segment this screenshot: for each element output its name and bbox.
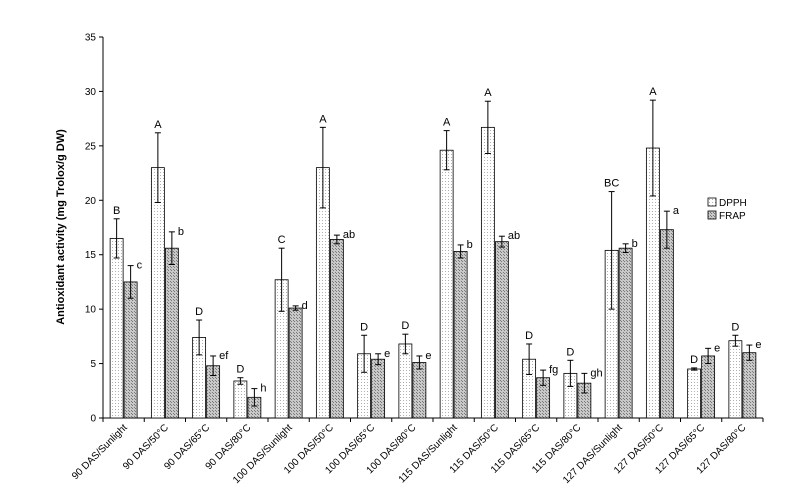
frap-significance-label: ef: [219, 350, 229, 362]
frap-significance-label: d: [302, 300, 308, 312]
dpph-bar: [233, 380, 248, 419]
dpph-significance-label: D: [731, 321, 739, 333]
dpph-bar: [150, 167, 165, 419]
dpph-significance-label: A: [649, 86, 657, 98]
dpph-significance-label: C: [278, 234, 286, 246]
frap-bar: [494, 241, 509, 419]
dpph-significance-label: D: [690, 354, 698, 366]
frap-bar: [288, 307, 303, 419]
frap-significance-label: e: [425, 350, 431, 362]
frap-bar: [164, 247, 179, 419]
y-tick-label: 25: [85, 141, 97, 152]
dpph-bar: [480, 126, 495, 419]
frap-bar: [701, 355, 716, 419]
legend-swatch-dpph: [707, 197, 717, 207]
frap-bar: [742, 352, 757, 419]
frap-bar: [453, 251, 468, 419]
y-tick-label: 5: [90, 359, 96, 370]
frap-significance-label: fg: [549, 364, 558, 376]
dpph-significance-label: A: [319, 113, 327, 125]
frap-significance-label: gh: [590, 367, 602, 379]
bars: B A D D C A D D A A D D BC A D Dc b ef h d ab e e b ab fg gh b a e e: [109, 86, 762, 419]
legend-label-frap: FRAP: [719, 211, 746, 222]
frap-bar: [412, 362, 427, 419]
dpph-bar: [728, 340, 743, 419]
dpph-bar: [398, 343, 413, 419]
frap-bar: [659, 229, 674, 419]
y-tick-label: 15: [85, 250, 97, 261]
dpph-significance-label: B: [113, 205, 120, 217]
frap-significance-label: e: [384, 348, 390, 360]
dpph-significance-label: A: [484, 87, 492, 99]
y-tick-label: 0: [90, 414, 96, 425]
frap-significance-label: e: [755, 339, 761, 351]
dpph-significance-label: A: [443, 117, 451, 129]
dpph-bar: [439, 149, 454, 419]
y-axis: 0 5 10 15 20 25 30 35: [85, 33, 104, 425]
legend-swatch-frap: [707, 210, 717, 220]
frap-significance-label: ab: [508, 230, 520, 242]
legend-label-dpph: DPPH: [719, 198, 747, 209]
frap-bar: [371, 358, 386, 419]
dpph-significance-label: D: [401, 320, 409, 332]
frap-significance-label: a: [673, 205, 680, 217]
dpph-significance-label: D: [566, 346, 574, 358]
dpph-significance-label: BC: [604, 178, 619, 190]
frap-significance-label: ab: [343, 229, 355, 241]
frap-bar: [618, 247, 633, 419]
dpph-bar: [109, 237, 124, 419]
dpph-significance-label: D: [525, 330, 533, 342]
frap-bar: [329, 239, 344, 419]
dpph-significance-label: A: [154, 119, 162, 131]
dpph-bar: [687, 368, 702, 419]
legend: DPPH FRAP: [707, 197, 747, 222]
dpph-significance-label: D: [195, 306, 203, 318]
x-tick-label: 90 DAS/Sunlight: [70, 422, 130, 482]
y-tick-label: 20: [85, 196, 97, 207]
frap-significance-label: c: [137, 260, 143, 272]
y-tick-label: 35: [85, 33, 97, 44]
dpph-significance-label: D: [360, 321, 368, 333]
y-axis-title: Antioxidant activity (mg Trolox/g DW): [55, 129, 67, 325]
frap-significance-label: b: [632, 238, 638, 250]
y-tick-label: 30: [85, 87, 97, 98]
frap-significance-label: b: [178, 226, 184, 238]
frap-significance-label: b: [467, 239, 473, 251]
y-tick-label: 10: [85, 305, 97, 316]
frap-bar: [123, 281, 138, 419]
frap-significance-label: h: [260, 383, 266, 395]
dpph-significance-label: D: [236, 364, 244, 376]
frap-significance-label: e: [714, 342, 720, 354]
